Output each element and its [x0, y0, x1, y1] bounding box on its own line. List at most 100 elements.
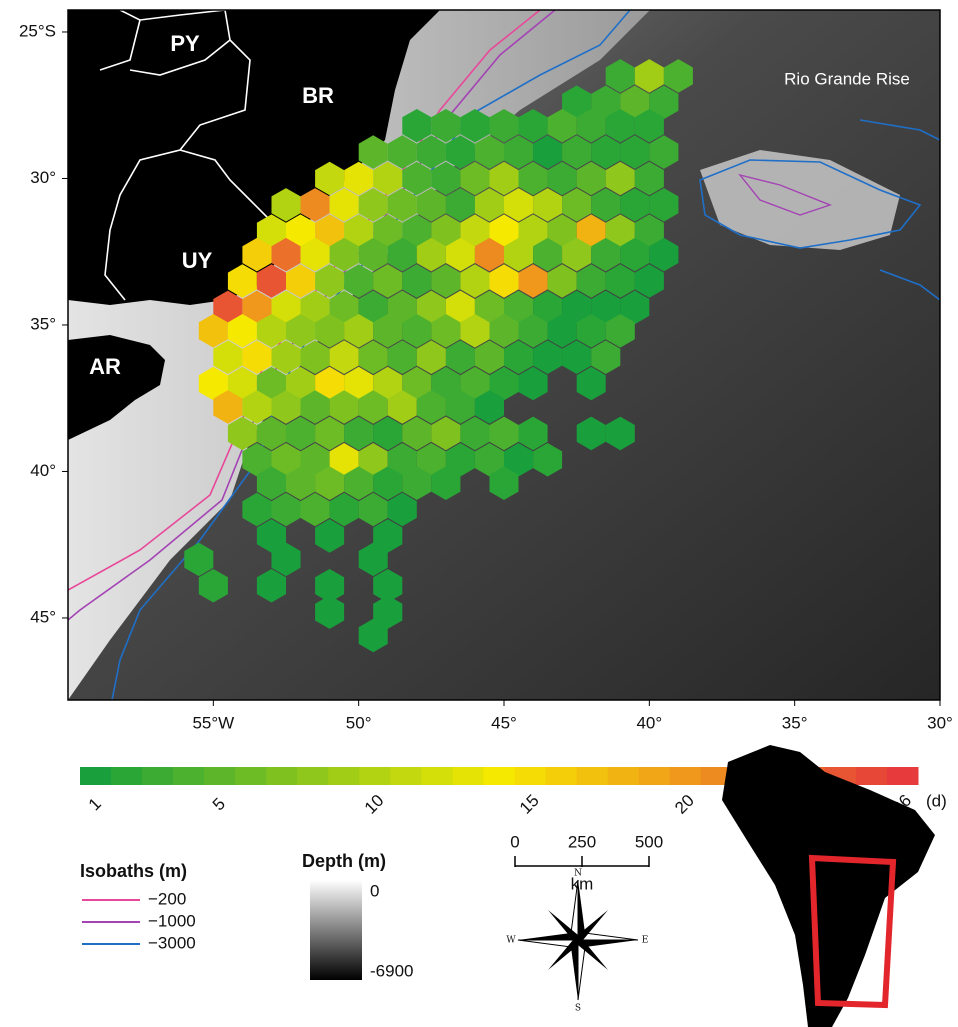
colorbar-segment: [669, 767, 702, 785]
hexbin: [649, 135, 679, 169]
hexbin: [533, 237, 563, 272]
hexbin: [358, 237, 388, 272]
hexbin: [213, 390, 243, 424]
hexbin: [256, 519, 286, 553]
hexbin: [562, 135, 592, 169]
hexbin: [286, 214, 316, 248]
colorbar-segment: [204, 767, 236, 785]
hexbin: [576, 161, 606, 196]
hexbin: [474, 340, 504, 374]
hexbin: [315, 466, 345, 500]
hexbin: [518, 416, 548, 451]
inset-map: [722, 745, 935, 1027]
hexbin: [286, 416, 316, 451]
hexbin: [373, 264, 403, 298]
hexbin: [315, 214, 345, 248]
colorbar-segment: [142, 767, 174, 785]
hexbin: [431, 264, 461, 298]
colorbar-segment: [607, 767, 640, 785]
hexbin: [431, 214, 461, 248]
hexbin: [445, 443, 475, 477]
hexbin: [256, 366, 286, 401]
rise-plateau: [700, 150, 900, 250]
hexbin: [300, 492, 330, 527]
hexbin: [445, 188, 475, 222]
hexbin: [358, 618, 388, 653]
hexbin: [315, 264, 345, 298]
hexbin: [315, 416, 345, 451]
hexbin: [547, 161, 577, 196]
hexbin: [489, 466, 519, 500]
hexbin: [576, 109, 606, 143]
hexbin: [271, 290, 301, 325]
hexbin: [605, 109, 635, 143]
hexbin: [373, 366, 403, 401]
hexbin: [576, 264, 606, 298]
hexbin: [271, 188, 301, 222]
colorbar-segment: [700, 767, 733, 785]
hexbin: [591, 85, 621, 120]
hexbin: [242, 290, 272, 325]
hexbin: [242, 237, 272, 272]
lat-tick-label: 25°S: [19, 21, 56, 40]
hexbin: [315, 366, 345, 401]
hexbin: [605, 161, 635, 196]
hexbin: [344, 264, 374, 298]
hexbin: [387, 340, 417, 374]
legend-label: −200: [148, 889, 186, 908]
hexbin: [344, 314, 374, 348]
hexbin: [402, 161, 432, 196]
hexbin: [445, 290, 475, 325]
hexbin: [358, 290, 388, 325]
land: [68, 335, 165, 440]
hexbin: [213, 290, 243, 325]
hexbin: [329, 390, 359, 424]
hexbin: [634, 264, 664, 298]
hexbin: [634, 109, 664, 143]
hexbin: [286, 314, 316, 348]
hexbin: [286, 264, 316, 298]
hexbin: [605, 59, 635, 93]
hexbin: [460, 416, 490, 451]
colorbar-segment: [886, 767, 919, 785]
hexbin: [300, 390, 330, 424]
hexbin: [576, 416, 606, 451]
hexbin: [227, 366, 257, 401]
lon-tick-label: 30°: [927, 713, 953, 732]
hexbin: [227, 314, 257, 348]
hexbin: [518, 264, 548, 298]
hexbin: [271, 443, 301, 477]
scale-label: 250: [568, 832, 596, 851]
hexbin: [300, 443, 330, 477]
hexbin: [227, 264, 257, 298]
legend-label: −1000: [148, 911, 196, 930]
hexbin: [198, 569, 228, 603]
colorbar-segment: [576, 767, 609, 785]
hexbin: [271, 492, 301, 527]
hexbin: [213, 340, 243, 374]
hexbin: [431, 466, 461, 500]
hexbin: [271, 542, 301, 577]
hexbin: [387, 188, 417, 222]
hexbin: [431, 161, 461, 196]
hexbin: [387, 237, 417, 272]
hexbin: [373, 569, 403, 603]
hexbin: [504, 188, 534, 222]
lat-tick-label: 40°: [30, 461, 56, 480]
hexbin: [373, 466, 403, 500]
isobath-legend: −200 −1000 −3000: [82, 889, 196, 952]
lon-tick-label: 50°: [346, 713, 372, 732]
hexbin: [286, 366, 316, 401]
scale-unit: km: [571, 874, 594, 893]
lat-tick-label: 30°: [30, 168, 56, 187]
hexbin: [387, 443, 417, 477]
hexbin: [591, 188, 621, 222]
hexbin: [242, 390, 272, 424]
hexbin: [576, 314, 606, 348]
colorbar-tick-label: 10: [361, 791, 388, 818]
hexbin: [620, 85, 650, 120]
hexbin: [460, 314, 490, 348]
legend-title: Isobaths (m): [80, 861, 187, 881]
hexbin: [518, 109, 548, 143]
